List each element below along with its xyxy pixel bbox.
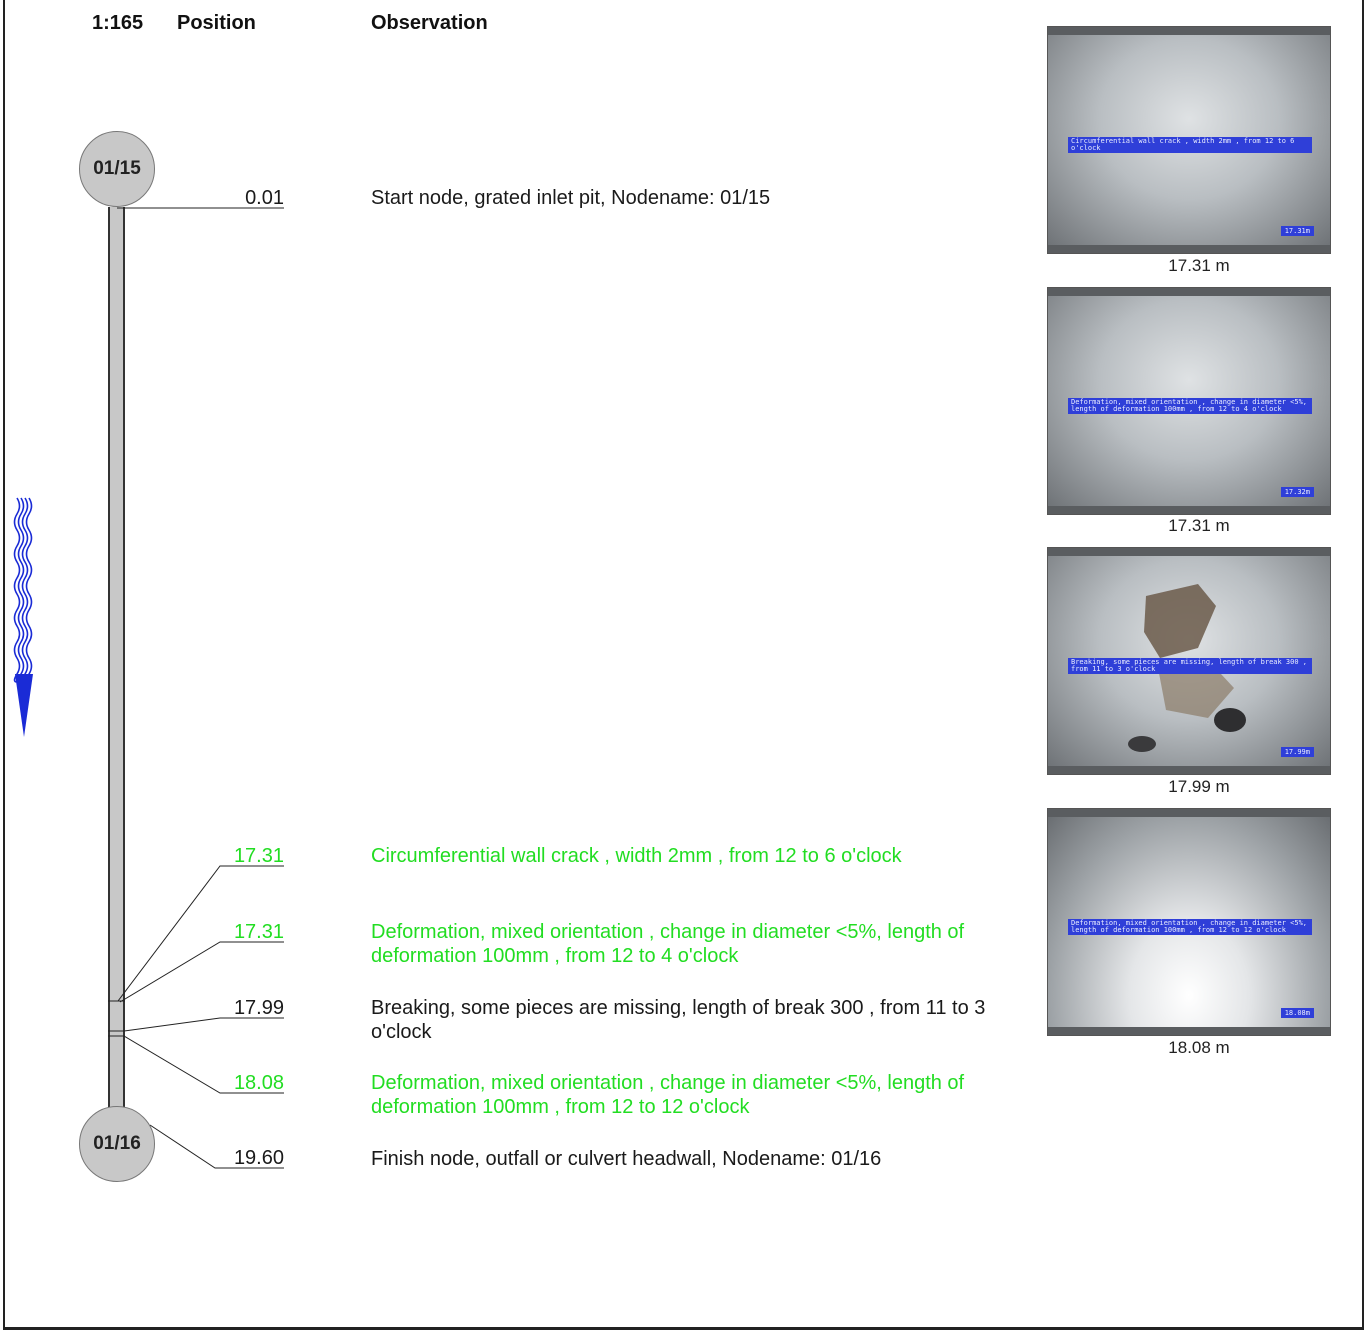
scale-header: 1:165 [92, 12, 144, 34]
leader-line [123, 1035, 284, 1094]
observation-text: Circumferential wall crack , width 2mm ,… [371, 845, 902, 867]
photo-caption: 17.99 m [1168, 777, 1230, 796]
leader-line [119, 941, 284, 1003]
photo-overlay-text: Circumferential wall crack , width 2mm ,… [1068, 137, 1312, 153]
leader-line [117, 865, 284, 1002]
pipe-section [108, 207, 125, 1109]
leader-line [123, 1017, 284, 1032]
observation-header: Observation [371, 12, 488, 34]
position-value: 18.08 [233, 1072, 284, 1094]
end-node: 01/16 [79, 1106, 155, 1182]
page-frame [3, 0, 1364, 1330]
inspection-photo[interactable]: Deformation, mixed orientation , change … [1047, 808, 1331, 1036]
photo-distance-tag: 18.08m [1280, 1008, 1314, 1018]
inspection-photo[interactable]: Circumferential wall crack , width 2mm ,… [1047, 26, 1331, 254]
position-value: 17.31 [233, 845, 284, 867]
observation-text: Finish node, outfall or culvert headwall… [371, 1148, 882, 1170]
photo-distance-tag: 17.31m [1280, 226, 1314, 236]
photo-overlay-text: Breaking, some pieces are missing, lengt… [1068, 658, 1312, 674]
photo-distance-tag: 17.32m [1280, 487, 1314, 497]
start-node: 01/15 [79, 131, 155, 207]
position-value: 17.99 [233, 997, 284, 1019]
position-header: Position [177, 12, 256, 34]
photo-caption: 17.31 m [1168, 516, 1230, 535]
leader-line [149, 1124, 284, 1169]
position-value: 17.31 [233, 921, 284, 943]
inspection-photo[interactable]: Deformation, mixed orientation , change … [1047, 287, 1331, 515]
observation-text: Start node, grated inlet pit, Nodename: … [371, 187, 771, 209]
photo-distance-tag: 17.99m [1280, 747, 1314, 757]
observation-text: Deformation, mixed orientation , change … [371, 1072, 965, 1118]
leader-lines [108, 207, 284, 1169]
photo-overlay-text: Deformation, mixed orientation , change … [1068, 398, 1312, 414]
flow-direction-icon [13, 497, 33, 737]
position-value: 0.01 [245, 187, 284, 209]
photo-overlay-text: Deformation, mixed orientation , change … [1068, 919, 1312, 935]
observation-text: Breaking, some pieces are missing, lengt… [371, 997, 986, 1043]
photo-caption: 17.31 m [1168, 256, 1230, 275]
broken-pipe-debris [1128, 584, 1246, 752]
inspection-photo[interactable]: Breaking, some pieces are missing, lengt… [1047, 547, 1331, 775]
photo-caption: 18.08 m [1168, 1038, 1230, 1057]
position-value: 19.60 [233, 1147, 284, 1169]
observation-text: Deformation, mixed orientation , change … [371, 921, 965, 967]
